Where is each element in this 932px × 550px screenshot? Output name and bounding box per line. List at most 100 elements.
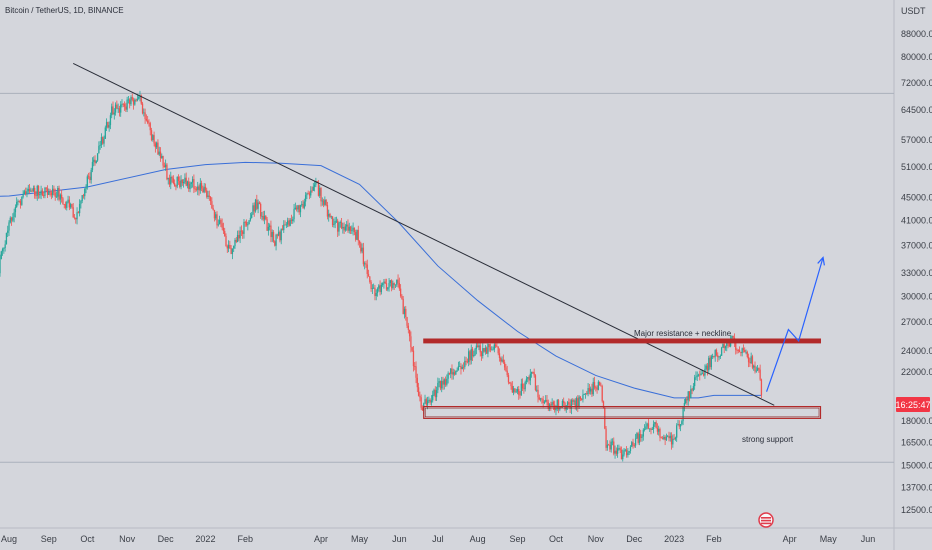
candle [624,448,626,452]
candle [534,374,537,392]
candle [333,218,335,228]
candle-body [625,449,628,456]
zone-layer[interactable] [423,338,822,419]
candle [435,386,438,402]
candle [511,381,513,394]
candle [8,220,10,237]
candle-body [503,362,506,368]
candle [248,219,250,225]
candle-body [184,177,186,183]
candle-body [561,400,564,408]
candle [276,233,279,239]
candle [279,230,281,243]
candle [459,361,461,367]
candle [432,390,434,403]
candle-body [225,235,227,247]
candle-body [60,194,63,199]
candle [257,199,259,214]
candle [525,376,528,385]
candle-body [14,207,17,213]
candle-body [277,231,280,236]
candle-body [385,283,388,290]
candle-body [619,448,621,450]
candle [514,388,516,394]
candle-body [672,438,674,445]
candle-body [5,232,8,245]
candle [123,101,126,111]
candle-body [687,391,689,401]
candle-body [326,205,329,217]
candle-body [304,195,307,202]
candle [347,219,349,233]
candle [57,185,59,201]
candle [523,383,525,394]
candle [144,108,146,124]
candle [329,212,331,218]
candle-body [577,398,579,407]
candle [706,363,709,376]
projection-layer[interactable] [765,256,825,392]
candle [702,371,705,377]
candle [220,218,222,228]
candle-body [453,372,456,375]
candle [697,373,700,377]
candle [209,196,212,205]
candle [297,205,299,213]
candle [331,216,334,228]
candle-body [136,98,139,101]
candle-body [312,186,314,191]
candle-body [154,143,157,148]
candle-body [334,221,336,224]
candle [211,197,213,209]
candle-body [236,235,239,242]
candle-body [678,424,680,427]
candle [112,101,114,115]
candle-body [147,120,149,123]
candle [696,371,698,381]
candle-body [723,344,725,349]
candle-body [661,437,664,439]
candle-body [197,186,199,190]
candle-body [444,379,447,385]
candle [171,175,173,183]
replay-icon[interactable] [758,512,774,528]
candle-body [99,145,101,146]
candle [153,131,155,147]
candle [319,185,321,198]
price-axis[interactable]: 88000.00 80000.00 72000.00 64500.00 57000.00… [901,29,932,515]
candle-body [204,186,207,191]
candle-body [321,200,323,202]
candle [172,175,175,185]
candle-body [417,387,420,396]
candle [669,432,671,442]
candle [691,387,693,395]
candle-body [398,282,400,289]
candle [338,221,340,236]
candle [586,390,588,396]
candle-body [732,336,734,338]
candle-body [233,246,235,249]
trendline-layer[interactable] [72,62,775,406]
candle-body [442,380,444,385]
candle-body [455,370,457,375]
candle-body [346,224,348,227]
candle-body [132,99,135,105]
candle-body [375,292,377,297]
candle [181,179,183,186]
candle [44,186,46,199]
candle [453,369,456,376]
time-axis[interactable]: Aug Sep Oct Nov Dec 2022 Feb Apr May Jun Jul Aug Sep… [1,534,875,544]
moving-average-layer [0,161,762,399]
price-axis-label: 13700.00 [901,483,932,493]
candle-body [31,190,33,192]
candle-body [0,251,2,260]
candle-body [469,351,471,361]
candle [375,289,377,301]
current-price-tag-text: 16:25:47 [895,400,930,410]
candle [588,383,591,395]
candle [159,147,162,162]
candle [185,172,187,187]
price-axis-label: 64500.00 [901,105,932,115]
candle-body [737,350,739,352]
